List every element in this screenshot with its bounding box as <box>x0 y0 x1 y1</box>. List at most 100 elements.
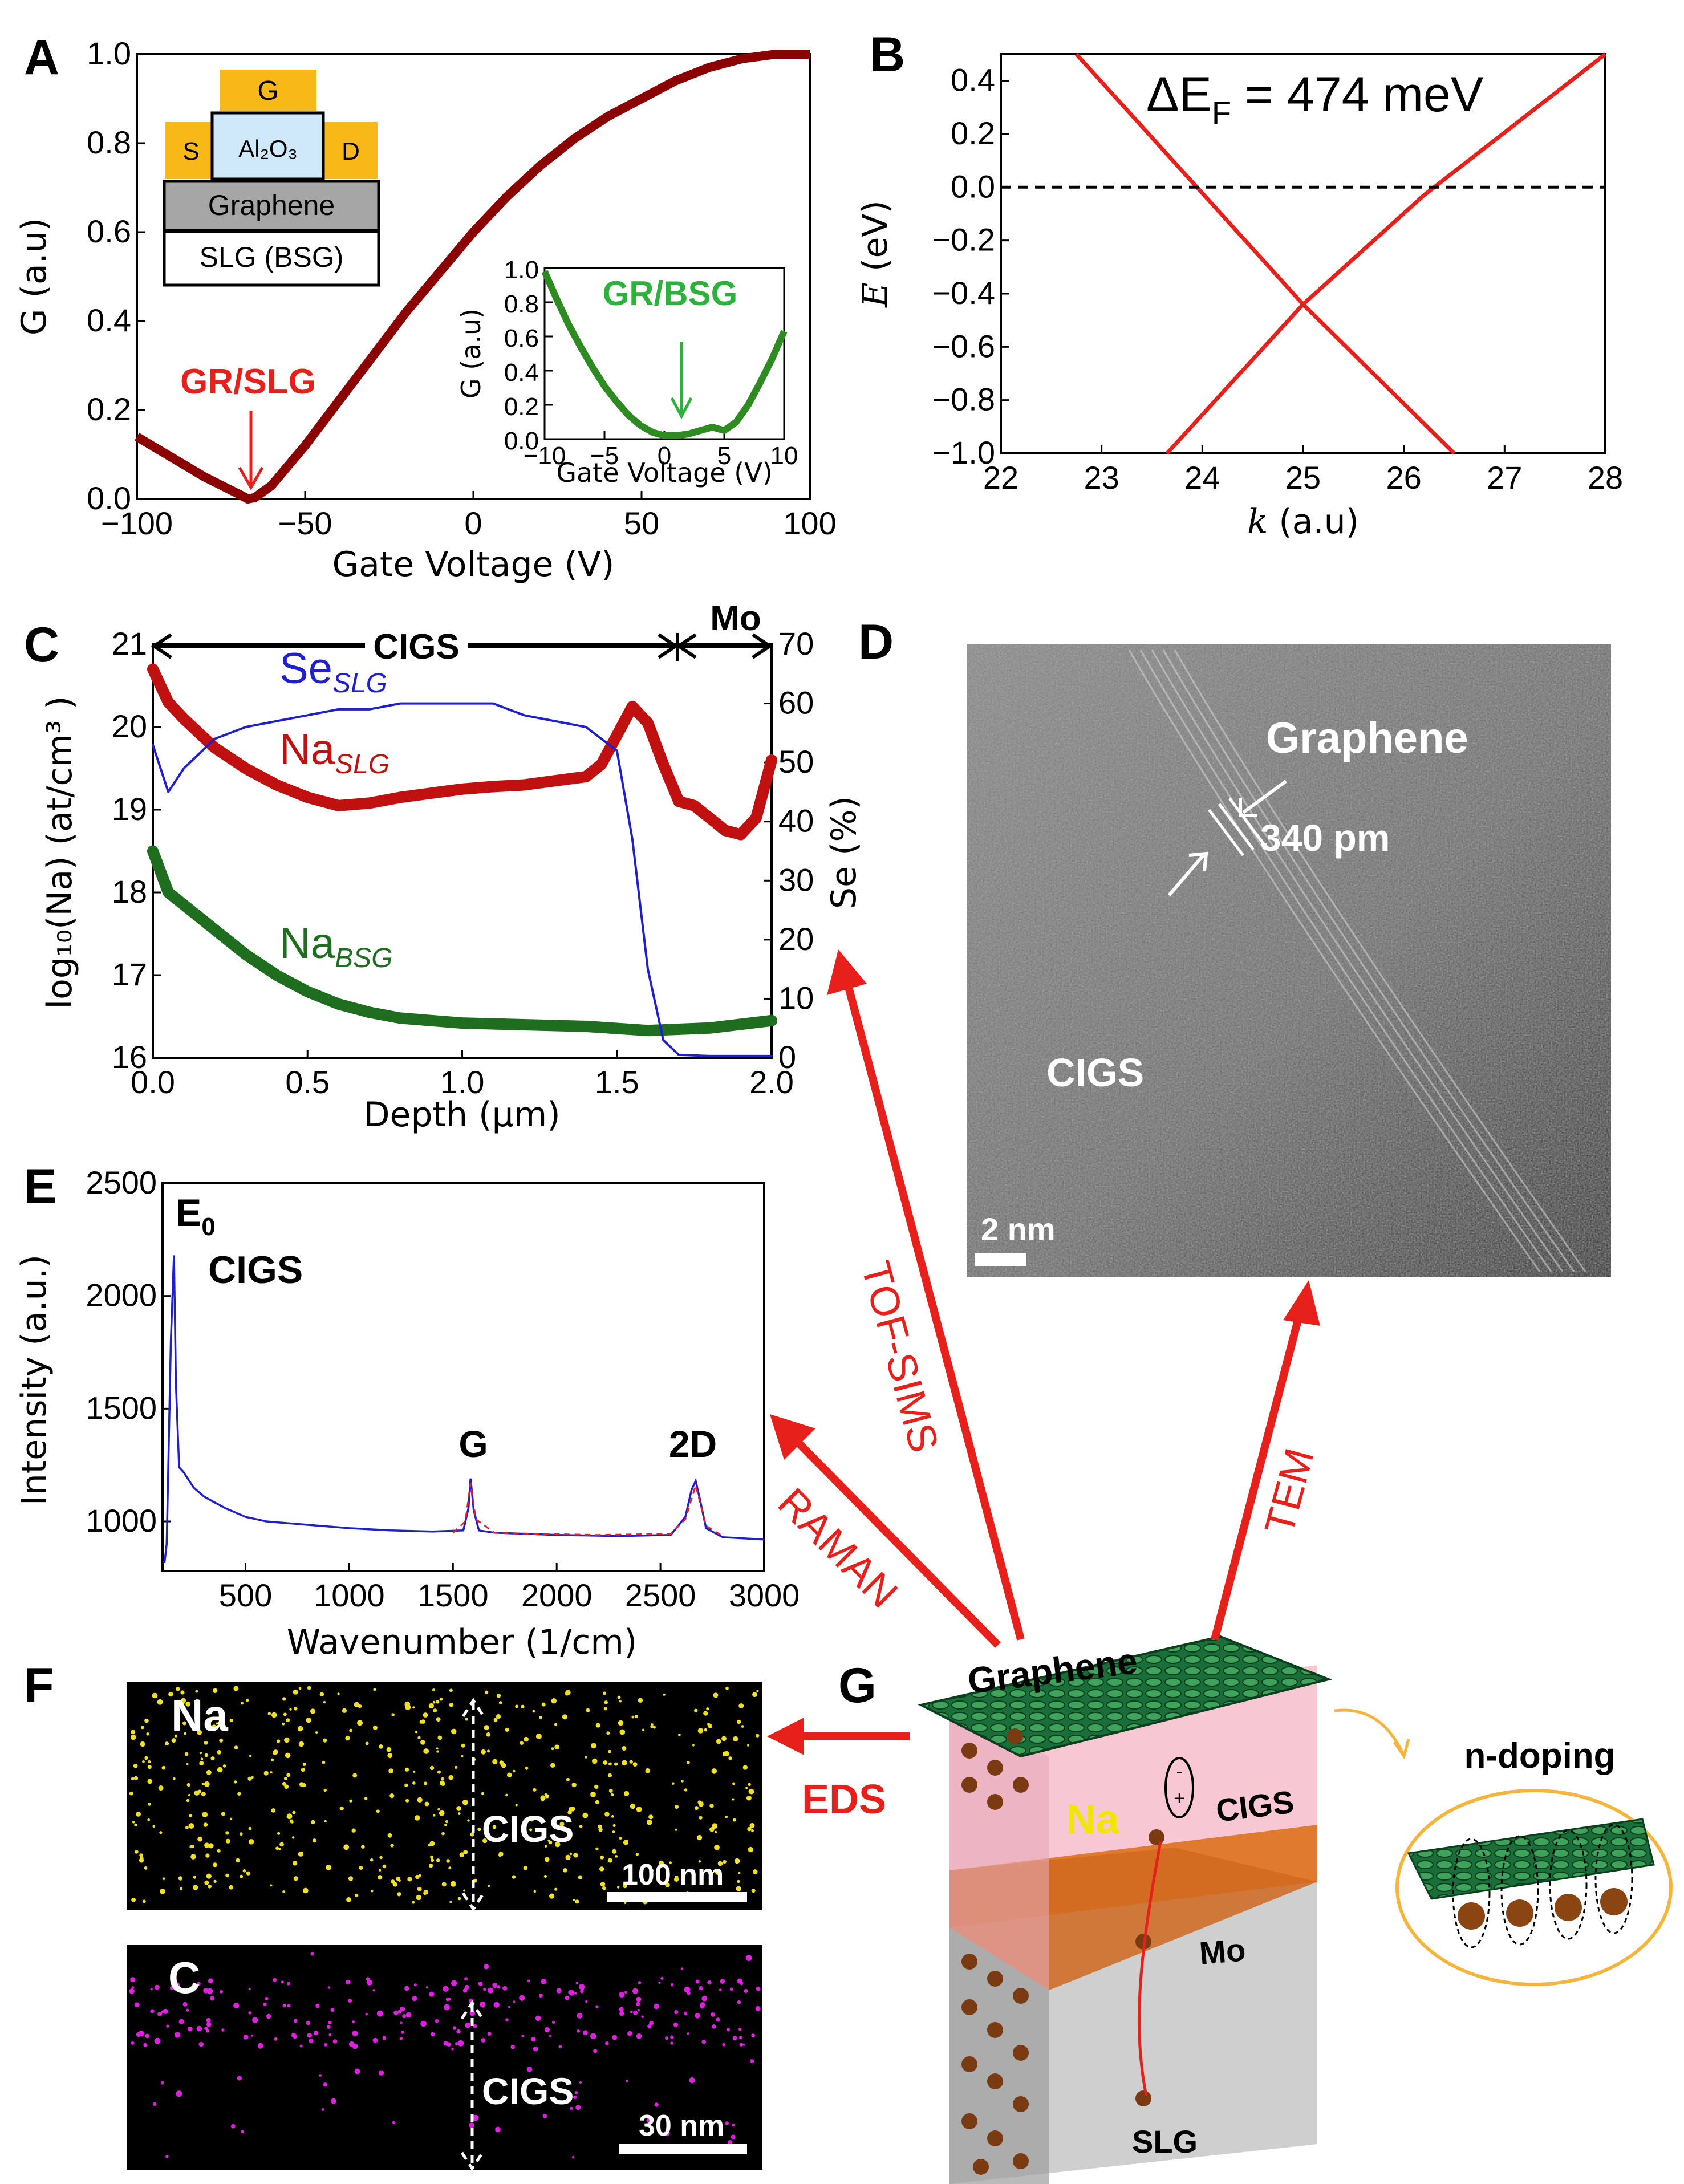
c-signal-dot <box>731 2134 736 2140</box>
na-signal-dot <box>133 1763 138 1768</box>
na-signal-dot <box>249 1755 252 1757</box>
na-signal-dot <box>540 1795 546 1801</box>
na-signal-dot <box>186 1763 189 1766</box>
c-signal-dot <box>237 2076 242 2081</box>
panel-b-bands <box>1001 52 1607 455</box>
na-signal-dot <box>204 1880 209 1885</box>
c-signal-dot <box>328 2020 332 2025</box>
na-atom <box>987 2022 1003 2038</box>
c-signal-dot <box>273 1978 277 1982</box>
na-signal-dot <box>162 1877 165 1881</box>
na-signal-dot <box>275 1846 279 1850</box>
na-signal-dot <box>267 1712 271 1715</box>
na-signal-dot <box>451 1728 457 1735</box>
na-signal-dot <box>619 1729 626 1735</box>
c-signal-dot <box>309 2039 314 2044</box>
c-signal-dot <box>155 1984 160 1990</box>
na-signal-dot <box>148 1760 151 1764</box>
na-signal-dot <box>554 1887 558 1891</box>
c-signal-dot <box>378 2070 384 2076</box>
na-signal-dot <box>751 1829 754 1832</box>
na-signal-dot <box>302 1887 309 1894</box>
tem-scale-bar <box>975 1253 1026 1266</box>
inset-x-tick-label: 10 <box>770 442 798 470</box>
na-signal-dot <box>607 1773 612 1777</box>
gr-slg-arrow <box>238 411 264 491</box>
c-signal-dot <box>744 1988 748 1993</box>
panel-b-y-tick-label: 0.4 <box>951 62 995 98</box>
panel-b-x-tick-label: 25 <box>1285 460 1321 496</box>
na-signal-dot <box>533 1890 537 1893</box>
slg-label: SLG <box>1132 2124 1198 2159</box>
na-signal-dot <box>423 1712 428 1718</box>
c-signal-dot <box>435 2019 439 2023</box>
na-signal-dot <box>337 1692 340 1695</box>
panel-a-y-tick-label: 1.0 <box>87 35 131 71</box>
na-signal-dot <box>647 1819 652 1825</box>
cigs-region-label: CIGS <box>373 627 460 667</box>
c-signal-dot <box>198 2041 204 2047</box>
na-signal-dot <box>206 1873 212 1879</box>
source-label: S <box>182 137 199 165</box>
graphene-sheet <box>918 1635 1333 1758</box>
na-signal-dot <box>622 1746 627 1751</box>
na-signal-dot <box>457 1812 461 1815</box>
c-signal-dot <box>173 1982 180 1988</box>
eds-na-dots <box>129 1686 760 1905</box>
tof-sims-arrow-head <box>827 949 867 995</box>
na-signal-dot <box>565 1691 569 1696</box>
na-signal-dot <box>505 1727 509 1732</box>
panel-e-x-tick-label: 3000 <box>729 1577 800 1613</box>
panel-e-y-tick-label: 2000 <box>86 1277 157 1313</box>
na-signal-dot <box>675 1828 677 1831</box>
na-signal-dot <box>158 1785 164 1791</box>
na-atom <box>987 2073 1003 2089</box>
c-signal-dot <box>196 2025 202 2032</box>
panel-e-y-tick-label: 1000 <box>86 1503 157 1538</box>
na-signal-dot <box>234 1745 238 1750</box>
dipole-ellipse <box>1164 1757 1194 1818</box>
c-signal-dot <box>526 2067 533 2072</box>
c-signal-dot <box>306 2020 311 2025</box>
c-signal-dot <box>658 1982 661 1984</box>
c-signal-dot <box>684 1986 691 1993</box>
c-signal-dot <box>637 2009 640 2012</box>
na-signal-dot <box>441 1781 445 1786</box>
na-atom <box>961 1777 977 1793</box>
na-signal-dot <box>714 1844 720 1850</box>
peak-e0-label: E0 <box>176 1191 216 1241</box>
c-signal-dot <box>372 1989 375 1992</box>
na-signal-dot <box>221 1725 227 1731</box>
c-signal-dot <box>399 2037 403 2040</box>
na-signal-dot <box>615 1855 618 1858</box>
na-signal-dot <box>492 1759 498 1764</box>
c-signal-dot <box>544 2027 550 2033</box>
c-signal-dot <box>402 2014 407 2019</box>
na-signal-dot <box>263 1771 269 1776</box>
c-signal-dot <box>732 2036 737 2041</box>
na-signal-dot <box>449 1703 454 1707</box>
gate-label: G <box>257 76 278 106</box>
na-signal-dot <box>297 1726 303 1732</box>
na-signal-dot <box>563 1868 567 1873</box>
na-signal-dot <box>203 1822 208 1827</box>
c-signal-dot <box>590 2033 596 2040</box>
na-signal-dot <box>213 1879 217 1883</box>
na-signal-dot <box>343 1844 350 1850</box>
na-signal-dot <box>306 1717 311 1723</box>
c-signal-dot <box>481 2004 485 2008</box>
na-signal-dot <box>392 1882 397 1887</box>
na-signal-dot <box>723 1860 727 1864</box>
c-signal-dot <box>321 2108 324 2111</box>
c-signal-dot <box>250 2034 254 2037</box>
na-signal-dot <box>736 1719 741 1724</box>
panel-e-frame <box>161 1182 765 1572</box>
c-signal-dot <box>352 2030 358 2037</box>
c-signal-dot <box>585 2000 588 2003</box>
na-signal-dot <box>188 1823 194 1829</box>
c-signal-dot <box>431 2032 435 2037</box>
na-signal-dot <box>186 1799 190 1803</box>
eds-na-region-label: CIGS <box>482 1808 574 1850</box>
na-signal-dot <box>168 1691 173 1697</box>
na-signal-dot <box>289 1708 292 1711</box>
